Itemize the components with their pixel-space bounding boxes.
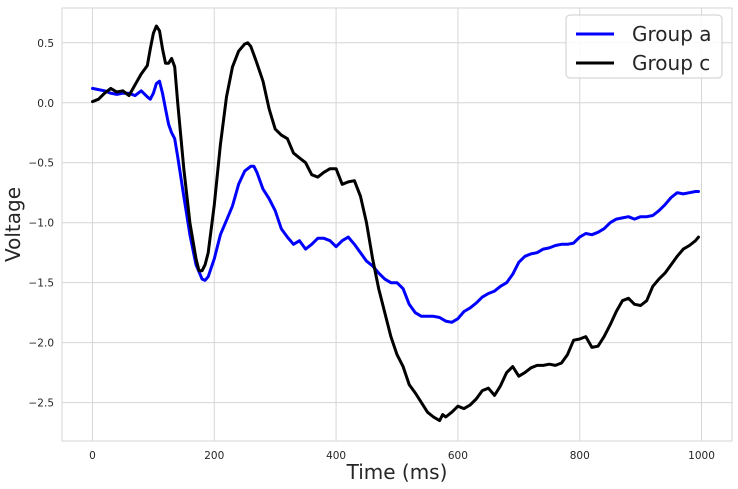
data-lines [91,24,700,423]
y-tick-label: 0.0 [37,98,54,110]
x-tick-labels: 0 200 400 600 800 1000 [89,450,715,462]
y-axis-label: Voltage [1,187,25,262]
x-tick-label: 1000 [688,450,715,462]
y-tick-label: −2.5 [29,398,55,410]
y-tick-label: −0.5 [29,158,55,170]
y-tick-label: 0.5 [37,38,54,50]
legend-label-group-c: Group c [632,51,710,75]
y-tick-label: −1.5 [29,278,55,290]
y-tick-labels: −2.5 −2.0 −1.5 −1.0 −0.5 0.0 0.5 [29,38,55,410]
legend-label-group-a: Group a [632,22,712,46]
x-tick-label: 200 [204,450,224,462]
grid [62,8,732,441]
x-tick-label: 0 [89,450,96,462]
x-tick-label: 400 [326,450,346,462]
y-tick-label: −1.0 [29,218,55,230]
legend: Group a Group c [565,14,723,79]
series-line-group-c [91,24,700,423]
y-tick-label: −2.0 [29,338,55,350]
x-tick-label: 600 [448,450,468,462]
plot-frame [61,7,733,442]
x-axis-label: Time (ms) [346,460,448,484]
x-tick-label: 800 [570,450,590,462]
